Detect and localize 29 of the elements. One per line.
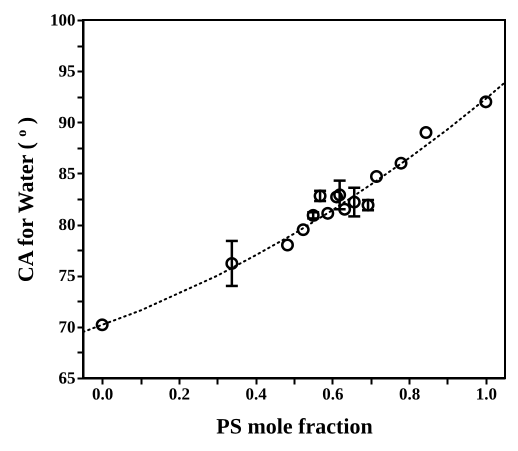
x-tick-label: 0.4 [246,384,268,404]
x-tick-label: 1.0 [476,384,497,404]
y-tick-label: 70 [58,317,76,336]
point [96,318,109,332]
point [479,95,492,108]
y-tick-label: 100 [50,10,76,30]
x-tick-label: 0.2 [168,384,190,404]
y-tick-label: 90 [58,112,76,132]
y-tick-label: 75 [58,266,76,286]
x-tick-label: 0.6 [322,384,344,404]
point [321,206,334,220]
x-tick-label: 0.8 [398,384,420,404]
point [306,208,320,222]
point [280,238,294,252]
point [225,256,238,270]
point [338,202,352,216]
x-axis-title: PS mole fraction [216,414,373,438]
y-tick-label: 95 [58,62,76,81]
y-tick-label: 85 [58,164,76,183]
point [296,223,310,236]
point [394,156,408,170]
point [330,190,344,204]
y-tick-label: 80 [58,215,76,234]
point [348,196,361,209]
point [419,126,432,139]
point [370,170,383,183]
y-tick-label: 65 [58,368,76,388]
point [333,188,346,202]
x-tick-label: 0.0 [92,384,114,404]
